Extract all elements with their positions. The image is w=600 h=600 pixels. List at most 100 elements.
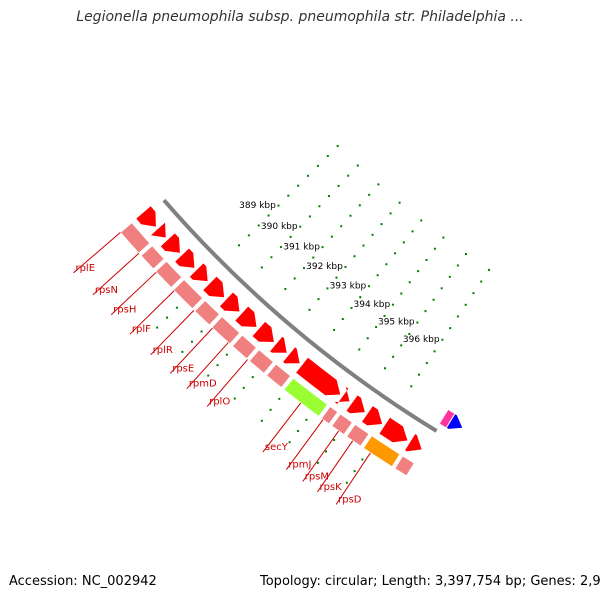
gene-label-rplE: rplE [75,263,95,274]
feature-segment-0 [119,221,151,254]
tick-dot-6 [432,298,435,301]
tick-dot-3 [362,244,365,247]
gene-label-rpsM: rpsM [305,472,329,483]
gene-label-rpmJ: rpmJ [288,460,311,471]
cds-arrow-1 [150,222,166,238]
tick-dot-outer-1 [181,350,184,353]
blue-feature [446,414,463,429]
tick-dot-0 [297,184,300,187]
feature-segment-6 [231,334,258,360]
label-leader-rpsN [92,252,140,296]
scale-tick-label: 394 kbp [354,300,391,310]
tick-dot-4 [402,241,405,244]
cds-arrow-5 [203,276,225,298]
tick-dot-3 [326,287,329,290]
tick-dot-1 [356,164,359,167]
tick-dot-7 [488,268,491,271]
tick-dot-5 [358,348,361,351]
genome-summary: Topology: circular; Length: 3,397,754 bp… [260,574,600,589]
tick-dot-outer-0 [175,306,178,309]
tick-dot-outer-2 [216,364,219,367]
gene-label-rplF: rplF [132,324,151,335]
backbone-arc [162,198,438,433]
tick-dot-7 [464,303,467,306]
tick-dot-3 [353,255,356,258]
feature-segment-12 [345,423,370,447]
feature-segment-8 [265,363,292,389]
feature-segment-3 [172,278,204,310]
tick-dot-0 [277,204,280,207]
tick-dot-0 [247,234,250,237]
gene-label-rpsN: rpsN [95,285,118,296]
tick-dot-4 [420,219,423,222]
tick-dot-outer-5 [288,441,291,444]
tick-dot-7 [480,280,483,283]
tick-dot-7 [418,373,421,376]
cds-arrow-15 [379,417,408,443]
tick-dot-1 [260,266,263,269]
tick-dot-1 [337,184,340,187]
tick-dot-1 [328,195,331,198]
tick-dot-5 [425,258,428,261]
cds-arrow-14 [362,406,383,426]
label-leader-rplR [150,310,195,356]
label-leader-rpsH [110,271,157,316]
tick-dot-4 [359,296,362,299]
tick-dot-0 [267,214,270,217]
cds-arrow-16 [405,434,422,452]
tick-dot-2 [349,214,352,217]
tick-dot-outer-0 [156,326,159,329]
feature-segment-7 [248,348,275,375]
label-leader-rpmJ [285,419,324,470]
scale-tick-label: 396 kbp [403,335,440,345]
tick-dot-6 [400,344,403,347]
tick-dot-2 [368,193,371,196]
tick-dot-outer-6 [316,461,319,464]
gene-label-rplR: rplR [153,345,173,356]
tick-dot-6 [392,355,395,358]
label-leader-rpmD [186,342,229,389]
cds-arrow-12 [334,386,350,405]
accession-value: NC_002942 [81,574,157,589]
pink-feature [439,410,455,428]
label-leader-rpsK [317,440,354,493]
feature-segment-5 [211,315,241,345]
tick-dot-1 [347,174,350,177]
tick-dot-2 [312,256,315,259]
label-leader-rplE [73,232,121,274]
gene-label-rpsD: rpsD [338,494,362,505]
tick-dot-4 [341,318,344,321]
tick-dot-1 [318,205,321,208]
tick-dot-5 [433,247,436,250]
feature-segment-11 [330,413,354,436]
label-leader-rplF [129,290,175,335]
cds-arrow-9 [270,336,287,353]
tick-dot-3 [398,201,401,204]
topology-label: Topology: [260,574,321,589]
tick-dot-outer-6 [325,450,328,453]
label-leader-secY [262,402,302,453]
tick-dot-0 [307,174,310,177]
tick-dot-4 [333,328,336,331]
feature-segment-10 [320,405,339,425]
accession-label: Accession: [9,574,78,589]
feature-segment-2 [154,260,183,289]
tick-dot-0 [316,164,319,167]
tick-dot-outer-0 [166,316,169,319]
tick-dot-5 [400,292,403,295]
tick-dot-6 [384,367,387,370]
label-leader-rpsM [302,430,340,482]
length-label: Length: [381,574,431,589]
tick-dot-4 [411,230,414,233]
tick-dot-3 [344,265,347,268]
tick-dot-outer-5 [297,430,300,433]
label-leader-rpsD [335,452,371,505]
tick-dot-0 [237,244,240,247]
tick-dot-7 [456,315,459,318]
tick-dot-2 [293,277,296,280]
cds-arrow-0 [136,206,156,227]
cds-arrow-4 [189,263,208,282]
length-value: 3,397,754 bp [435,574,522,589]
map-title: Legionella pneumophila subsp. pneumophil… [76,9,524,25]
